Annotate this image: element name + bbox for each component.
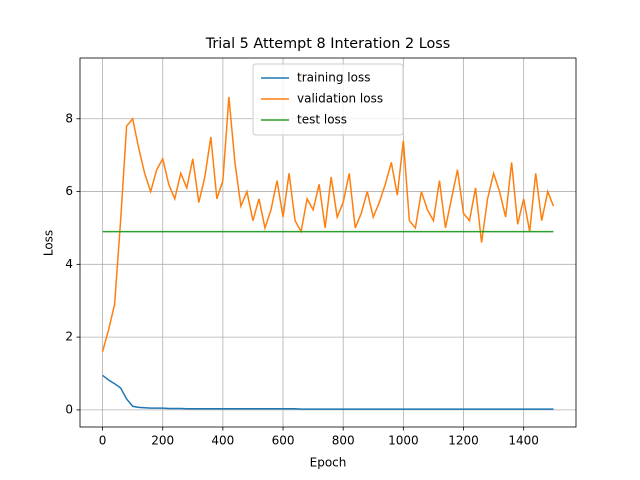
x-tick-label: 400 [211, 434, 234, 448]
legend-box [252, 63, 404, 136]
x-tick-label: 1200 [448, 434, 479, 448]
x-tick-label: 1000 [388, 434, 419, 448]
chart-title: Trial 5 Attempt 8 Interation 2 Loss [205, 36, 451, 52]
series-line [101, 96, 555, 352]
legend-label: training loss [297, 71, 370, 85]
series-line [102, 374, 554, 410]
axes-frame [79, 57, 577, 428]
y-tick-label: 4 [65, 257, 73, 271]
y-tick-label: 2 [65, 330, 73, 344]
x-tick-label: 0 [99, 434, 107, 448]
legend-label: validation loss [297, 92, 383, 106]
y-tick-label: 0 [65, 402, 73, 416]
y-tick-label: 6 [65, 184, 73, 198]
legend-label: test loss [297, 113, 347, 127]
x-tick-label: 800 [332, 434, 355, 448]
x-tick-label: 600 [272, 434, 295, 448]
x-tick-label: 200 [151, 434, 174, 448]
x-axis-label: Epoch [310, 456, 347, 470]
y-tick-label: 8 [65, 111, 73, 125]
y-axis-label: Loss [42, 230, 56, 256]
x-tick-label: 1400 [508, 434, 539, 448]
